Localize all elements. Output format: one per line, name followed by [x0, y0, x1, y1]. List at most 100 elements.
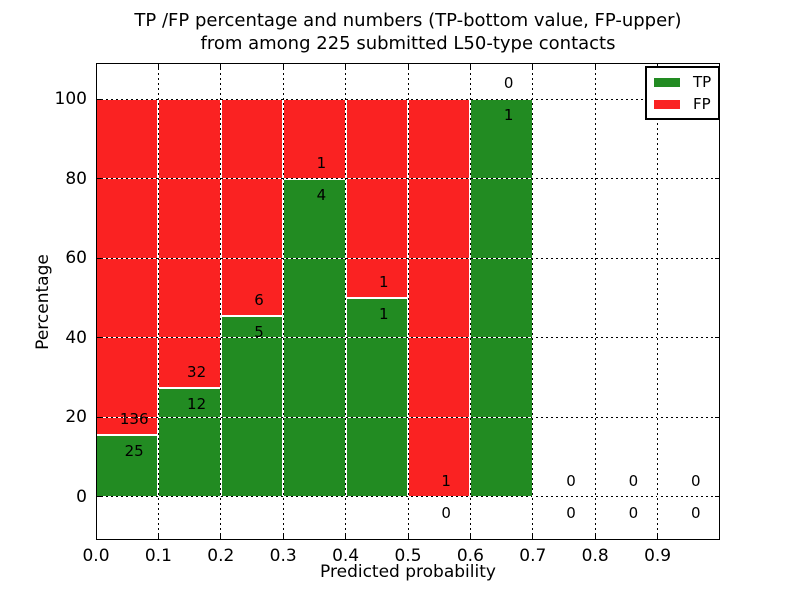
y-tick-label: 0: [76, 486, 87, 507]
x-tick-label: 0.9: [644, 546, 672, 566]
tp-count-label: 12: [187, 395, 207, 414]
fp-count-label: 0: [691, 471, 701, 490]
x-tick-mark: [532, 63, 534, 68]
x-tick-mark: [407, 535, 409, 540]
y-tick-mark: [96, 178, 101, 180]
y-tick-mark: [715, 257, 720, 259]
x-tick-mark: [469, 535, 471, 540]
legend: TP FP: [645, 66, 721, 120]
x-tick-mark: [345, 63, 347, 68]
tp-count-label: 5: [254, 322, 264, 341]
v-gridline: [469, 63, 471, 540]
tp-count-label: 0: [628, 503, 639, 522]
x-tick-label: 0.5: [394, 546, 422, 566]
fp-count-label: 1: [316, 153, 327, 172]
fp-bar-segment: [408, 99, 471, 497]
tp-count-label: 0: [566, 503, 576, 522]
y-tick-label: 60: [65, 248, 87, 269]
v-gridline: [345, 63, 347, 540]
x-tick-mark: [282, 63, 284, 68]
v-gridline: [657, 63, 659, 540]
legend-label-tp: TP: [693, 72, 712, 91]
tp-bar-segment: [345, 297, 408, 497]
fp-bar-segment: [283, 99, 346, 179]
x-tick-label: 0.4: [332, 546, 360, 566]
x-tick-mark: [220, 63, 222, 68]
x-tick-mark: [95, 535, 97, 540]
y-tick-mark: [96, 496, 101, 498]
x-tick-mark: [594, 535, 596, 540]
y-tick-label: 20: [65, 407, 87, 428]
x-tick-label: 0.2: [207, 546, 235, 566]
tp-bar-segment: [158, 388, 221, 497]
y-tick-mark: [96, 257, 101, 259]
tp-count-label: 0: [691, 503, 701, 522]
x-tick-label: 0.8: [581, 546, 609, 566]
fp-color-swatch: [654, 99, 680, 109]
x-tick-mark: [657, 63, 659, 68]
x-tick-mark: [594, 63, 596, 68]
y-axis-label: Percentage: [33, 254, 53, 350]
tp-count-label: 4: [316, 185, 327, 204]
x-tick-mark: [95, 63, 97, 68]
x-tick-mark: [469, 63, 471, 68]
legend-item-fp: FP: [654, 93, 711, 115]
x-tick-label: 0.0: [82, 546, 110, 566]
tp-bar-segment: [470, 99, 533, 497]
y-tick-label: 100: [54, 89, 87, 110]
v-gridline: [407, 63, 409, 540]
fp-count-label: 32: [187, 363, 207, 382]
fp-count-label: 1: [441, 471, 451, 490]
y-tick-mark: [96, 337, 101, 339]
x-tick-mark: [657, 535, 659, 540]
tp-count-label: 1: [379, 304, 389, 323]
v-gridline: [157, 63, 159, 540]
tp-bar-segment: [220, 316, 284, 497]
v-gridline: [594, 63, 596, 540]
tp-count-label: 0: [441, 503, 451, 522]
fp-bar-segment: [158, 99, 221, 389]
x-axis-label: Predicted probability: [320, 562, 496, 582]
y-tick-label: 40: [65, 327, 87, 348]
y-tick-mark: [715, 416, 720, 418]
y-tick-mark: [715, 178, 720, 180]
x-tick-label: 0.7: [519, 546, 547, 566]
y-tick-mark: [96, 98, 101, 100]
v-gridline: [282, 63, 284, 540]
fp-count-label: 0: [566, 471, 576, 490]
v-gridline: [220, 63, 222, 540]
legend-item-tp: TP: [654, 71, 711, 93]
x-tick-mark: [220, 535, 222, 540]
x-tick-mark: [157, 63, 159, 68]
y-tick-mark: [96, 416, 101, 418]
x-tick-mark: [157, 535, 159, 540]
x-tick-mark: [407, 63, 409, 68]
x-tick-mark: [282, 535, 284, 540]
chart-title-line1: TP /FP percentage and numbers (TP-bottom…: [134, 10, 682, 31]
x-tick-label: 0.6: [456, 546, 484, 566]
chart-title-line2: from among 225 submitted L50-type contac…: [200, 33, 616, 54]
fp-bar-segment: [220, 99, 284, 316]
x-tick-mark: [345, 535, 347, 540]
tp-color-swatch: [654, 77, 680, 87]
fp-count-label: 1: [379, 273, 389, 292]
x-tick-label: 0.3: [269, 546, 297, 566]
y-tick-mark: [715, 337, 720, 339]
x-tick-mark: [532, 535, 534, 540]
plot-area: 0 20 40 60 80 100 0.0 0.1 0.2 0.3 0.4 0.5 0.6 0.7 0.8 0…: [55, 63, 720, 566]
fp-count-label: 0: [628, 471, 639, 490]
tp-count-label: 25: [124, 441, 144, 460]
fp-count-label: 136: [119, 410, 149, 429]
chart-title: TP /FP percentage and numbers (TP-bottom…: [134, 9, 681, 55]
fp-bar-segment: [345, 99, 408, 298]
fp-count-label: 0: [503, 74, 514, 93]
v-gridline: [532, 63, 534, 540]
fp-bar-segment: [96, 99, 159, 435]
legend-label-fp: FP: [693, 94, 711, 113]
x-tick-label: 0.1: [144, 546, 172, 566]
tp-count-label: 1: [503, 106, 514, 125]
y-tick-mark: [715, 496, 720, 498]
y-tick-label: 80: [65, 168, 87, 189]
fp-count-label: 6: [254, 291, 264, 310]
